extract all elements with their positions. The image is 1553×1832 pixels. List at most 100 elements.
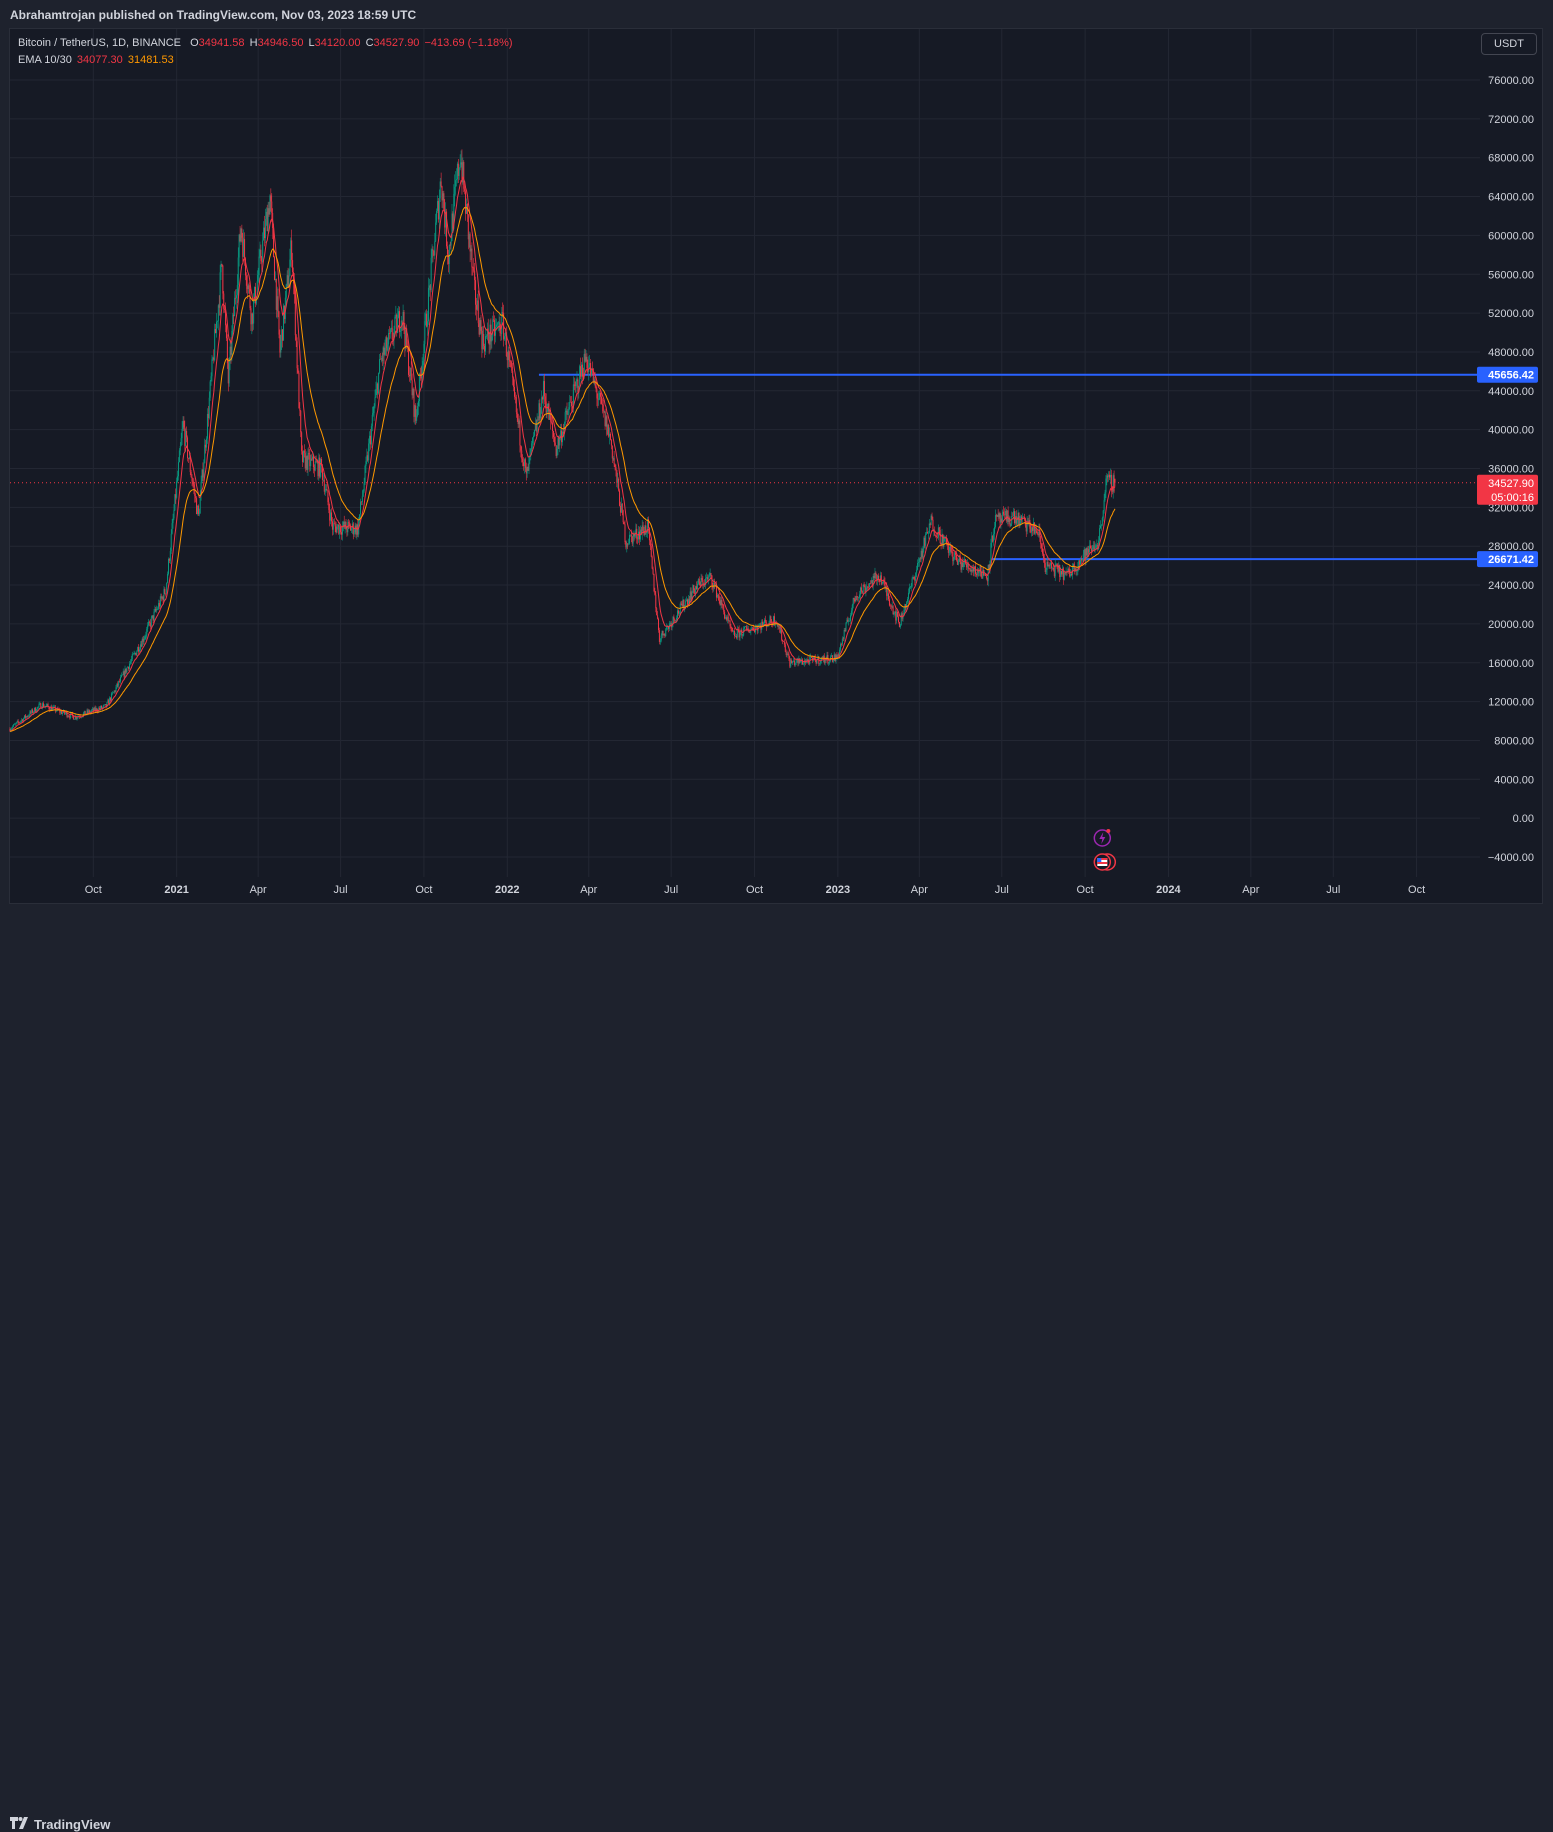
y-tick-label: 32000.00 bbox=[1488, 502, 1534, 514]
candle-body bbox=[1053, 569, 1055, 577]
candle-body bbox=[313, 467, 315, 471]
candle-body bbox=[90, 711, 92, 713]
currency-button[interactable]: USDT bbox=[1481, 33, 1537, 55]
candle-body bbox=[936, 537, 938, 538]
candle-body bbox=[604, 411, 606, 427]
candle-body bbox=[170, 533, 172, 552]
candle-body bbox=[826, 655, 828, 660]
candle-body bbox=[838, 654, 840, 656]
candle-body bbox=[600, 396, 602, 404]
candle-body bbox=[524, 459, 526, 469]
legend-ema-label[interactable]: EMA 10/30 bbox=[18, 54, 72, 66]
candle-body bbox=[1106, 475, 1108, 479]
chart-frame[interactable] bbox=[9, 28, 1543, 904]
level-price-badge bbox=[1477, 551, 1538, 568]
candle-body bbox=[552, 430, 554, 438]
candle-body bbox=[644, 525, 646, 535]
candle-body bbox=[589, 363, 591, 366]
candle-body bbox=[869, 583, 871, 584]
candle-body bbox=[708, 575, 710, 577]
candle-body bbox=[271, 201, 273, 213]
candle-body bbox=[118, 680, 120, 686]
candle-body bbox=[625, 542, 627, 548]
candle-body bbox=[539, 403, 541, 419]
candle-body bbox=[391, 327, 393, 340]
footer: TradingView bbox=[0, 904, 1553, 1832]
candle-body bbox=[171, 523, 173, 534]
candle-body bbox=[151, 615, 153, 618]
candle-body bbox=[110, 693, 112, 701]
candle-body bbox=[69, 716, 71, 718]
candle-body bbox=[274, 278, 276, 281]
candle-body bbox=[609, 433, 611, 437]
lightning-event-icon[interactable] bbox=[1093, 829, 1112, 847]
candle-body bbox=[783, 641, 785, 645]
candle-body bbox=[163, 589, 165, 601]
candle-body bbox=[542, 381, 544, 400]
candle-body bbox=[431, 249, 433, 258]
candle-body bbox=[356, 524, 358, 535]
candle-body bbox=[954, 552, 956, 558]
candle-body bbox=[966, 563, 968, 568]
candle-body bbox=[508, 350, 510, 360]
candle-body bbox=[369, 435, 371, 445]
candle-body bbox=[912, 577, 914, 579]
candle-body bbox=[866, 586, 868, 588]
candle-body bbox=[851, 604, 853, 611]
candle-body bbox=[658, 630, 660, 643]
candle-body bbox=[316, 461, 318, 463]
candle-body bbox=[738, 629, 740, 638]
candle-body bbox=[877, 575, 879, 581]
candle-body bbox=[789, 658, 791, 667]
candle-body bbox=[437, 201, 439, 211]
candle-body bbox=[811, 656, 813, 659]
candle-body bbox=[349, 523, 351, 526]
candle-body bbox=[123, 671, 125, 677]
candle-body bbox=[44, 705, 46, 707]
candle-body bbox=[660, 635, 662, 641]
candle-body bbox=[1043, 557, 1045, 564]
candle-body bbox=[190, 472, 192, 478]
candle-body bbox=[348, 522, 350, 524]
candle-body bbox=[1010, 523, 1012, 526]
candle-body bbox=[677, 610, 679, 614]
candle-body bbox=[162, 596, 164, 601]
level-price-label: 26671.42 bbox=[1488, 554, 1534, 566]
price-chart[interactable]: 76000.00 72000.00 68000.00 64000.00 60000.00… bbox=[0, 0, 1553, 939]
candle-body bbox=[220, 263, 222, 273]
candle-body bbox=[288, 276, 290, 287]
candle-body bbox=[1042, 548, 1044, 554]
candle-body bbox=[433, 250, 435, 256]
candle-body bbox=[384, 347, 386, 355]
candle-body bbox=[894, 611, 896, 613]
candle-body bbox=[1061, 568, 1063, 575]
candle-body bbox=[375, 389, 377, 398]
candle-body bbox=[11, 728, 13, 730]
candle-body bbox=[202, 469, 204, 478]
candle-body bbox=[126, 667, 128, 673]
candle-body bbox=[1080, 559, 1082, 565]
candle-body bbox=[65, 712, 67, 714]
candle-body bbox=[626, 543, 628, 548]
candle-body bbox=[744, 626, 746, 627]
candle-body bbox=[874, 572, 876, 579]
candle-body bbox=[956, 560, 958, 565]
candle-body bbox=[277, 296, 279, 312]
candle-body bbox=[30, 711, 32, 713]
candle-body bbox=[135, 652, 137, 656]
candle-body bbox=[49, 709, 51, 711]
economic-event-flag-icon[interactable] bbox=[1093, 853, 1117, 871]
candle-body bbox=[119, 680, 121, 682]
candle-body bbox=[519, 420, 521, 446]
candle-body bbox=[177, 462, 179, 477]
candle-body bbox=[232, 314, 234, 331]
candle-body bbox=[136, 651, 138, 656]
candle-body bbox=[842, 638, 844, 640]
legend-symbol[interactable]: Bitcoin / TetherUS, 1D, BINANCE bbox=[18, 37, 182, 49]
candle-body bbox=[1069, 569, 1071, 577]
candle-body bbox=[731, 627, 733, 632]
candle-body bbox=[48, 706, 50, 710]
y-tick-label: 64000.00 bbox=[1488, 192, 1534, 204]
tradingview-brand[interactable]: TradingView bbox=[10, 1817, 110, 1832]
candle-body bbox=[334, 523, 336, 527]
